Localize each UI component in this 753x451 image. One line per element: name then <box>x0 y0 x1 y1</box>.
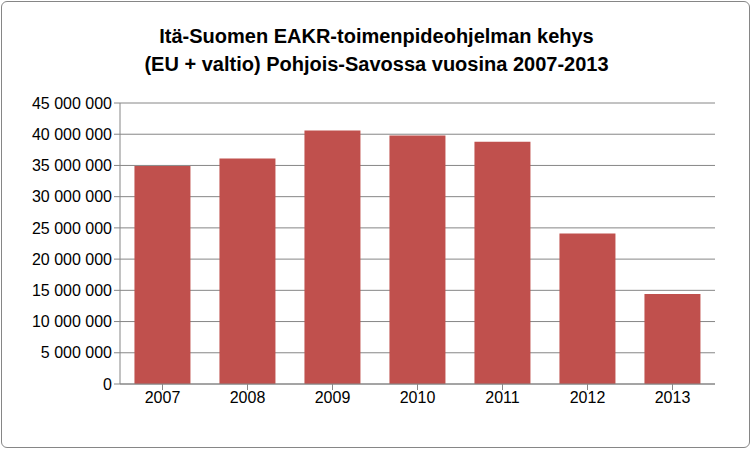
svg-text:2013: 2013 <box>655 389 691 406</box>
svg-text:2007: 2007 <box>145 389 181 406</box>
svg-text:5 000 000: 5 000 000 <box>41 344 112 361</box>
svg-text:2011: 2011 <box>485 389 520 406</box>
svg-text:2010: 2010 <box>400 389 436 406</box>
svg-text:0: 0 <box>103 376 112 393</box>
svg-text:10 000 000: 10 000 000 <box>32 313 112 330</box>
html-text:(EU + valtio) Pohjois-Savossa: (EU + valtio) Pohjois-Savossa vuosina 20… <box>144 53 609 75</box>
svg-text:20 000 000: 20 000 000 <box>32 251 112 268</box>
svg-text:35 000 000: 35 000 000 <box>32 157 112 174</box>
svg-text:30 000 000: 30 000 000 <box>32 188 112 205</box>
svg-text:45 000 000: 45 000 000 <box>32 95 112 112</box>
svg-text:2009: 2009 <box>315 389 351 406</box>
svg-text:40 000 000: 40 000 000 <box>32 126 112 143</box>
svg-text:15 000 000: 15 000 000 <box>32 282 112 299</box>
html-text:Itä-Suomen EAKR-toimenpideohje: Itä-Suomen EAKR-toimenpideohjelman kehys <box>159 25 594 47</box>
svg-text:2008: 2008 <box>230 389 266 406</box>
svg-text:25 000 000: 25 000 000 <box>32 220 112 237</box>
svg-text:2012: 2012 <box>570 389 606 406</box>
